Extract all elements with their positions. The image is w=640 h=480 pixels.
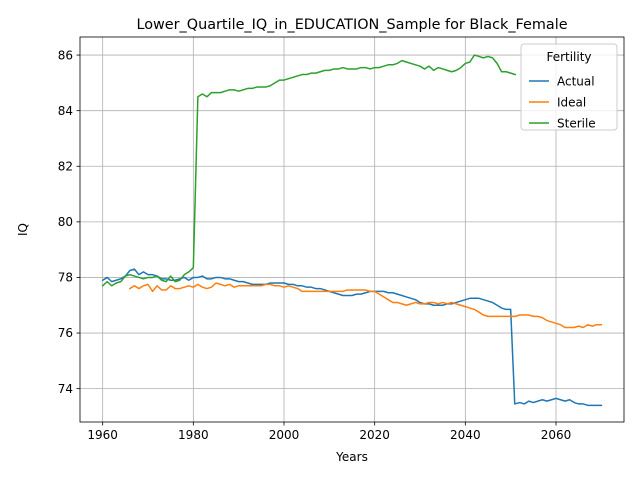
- x-tick-label: 2060: [541, 428, 572, 442]
- legend-entries: Actual Ideal Sterile: [529, 74, 596, 130]
- axes-frame: [79, 36, 625, 423]
- series-line-ideal: [128, 282, 603, 329]
- y-tick-label: 84: [58, 104, 73, 118]
- y-tick-label: 78: [58, 271, 73, 285]
- y-tick-label: 76: [58, 326, 73, 340]
- x-tick-label: 1980: [178, 428, 209, 442]
- legend-label-sterile: Sterile: [557, 116, 596, 130]
- y-tick-label: 74: [58, 382, 73, 396]
- y-tick-label: 80: [58, 215, 73, 229]
- x-axis-label: Years: [335, 450, 368, 464]
- y-tick-label: 86: [58, 48, 73, 62]
- axis-ticks: 1960 1980 2000 2020 2040 2060 74 76 78 80 82 84 86: [58, 48, 572, 442]
- plot-lines: [101, 54, 603, 407]
- legend-label-ideal: Ideal: [557, 95, 586, 109]
- gridlines: [80, 37, 624, 422]
- y-axis-label: IQ: [16, 223, 30, 236]
- chart-title: Lower_Quartile_IQ_in_EDUCATION_Sample fo…: [136, 17, 567, 33]
- x-tick-label: 2000: [269, 428, 300, 442]
- series-line-sterile: [101, 54, 517, 287]
- y-tick-label: 82: [58, 159, 73, 173]
- series-line-actual: [101, 268, 603, 407]
- x-tick-label: 2040: [450, 428, 481, 442]
- x-tick-label: 2020: [359, 428, 390, 442]
- legend: Fertility Actual Ideal Sterile: [520, 43, 618, 131]
- x-tick-label: 1960: [87, 428, 118, 442]
- legend-title: Fertility: [546, 50, 591, 64]
- legend-box: [520, 43, 618, 131]
- legend-label-actual: Actual: [557, 74, 595, 88]
